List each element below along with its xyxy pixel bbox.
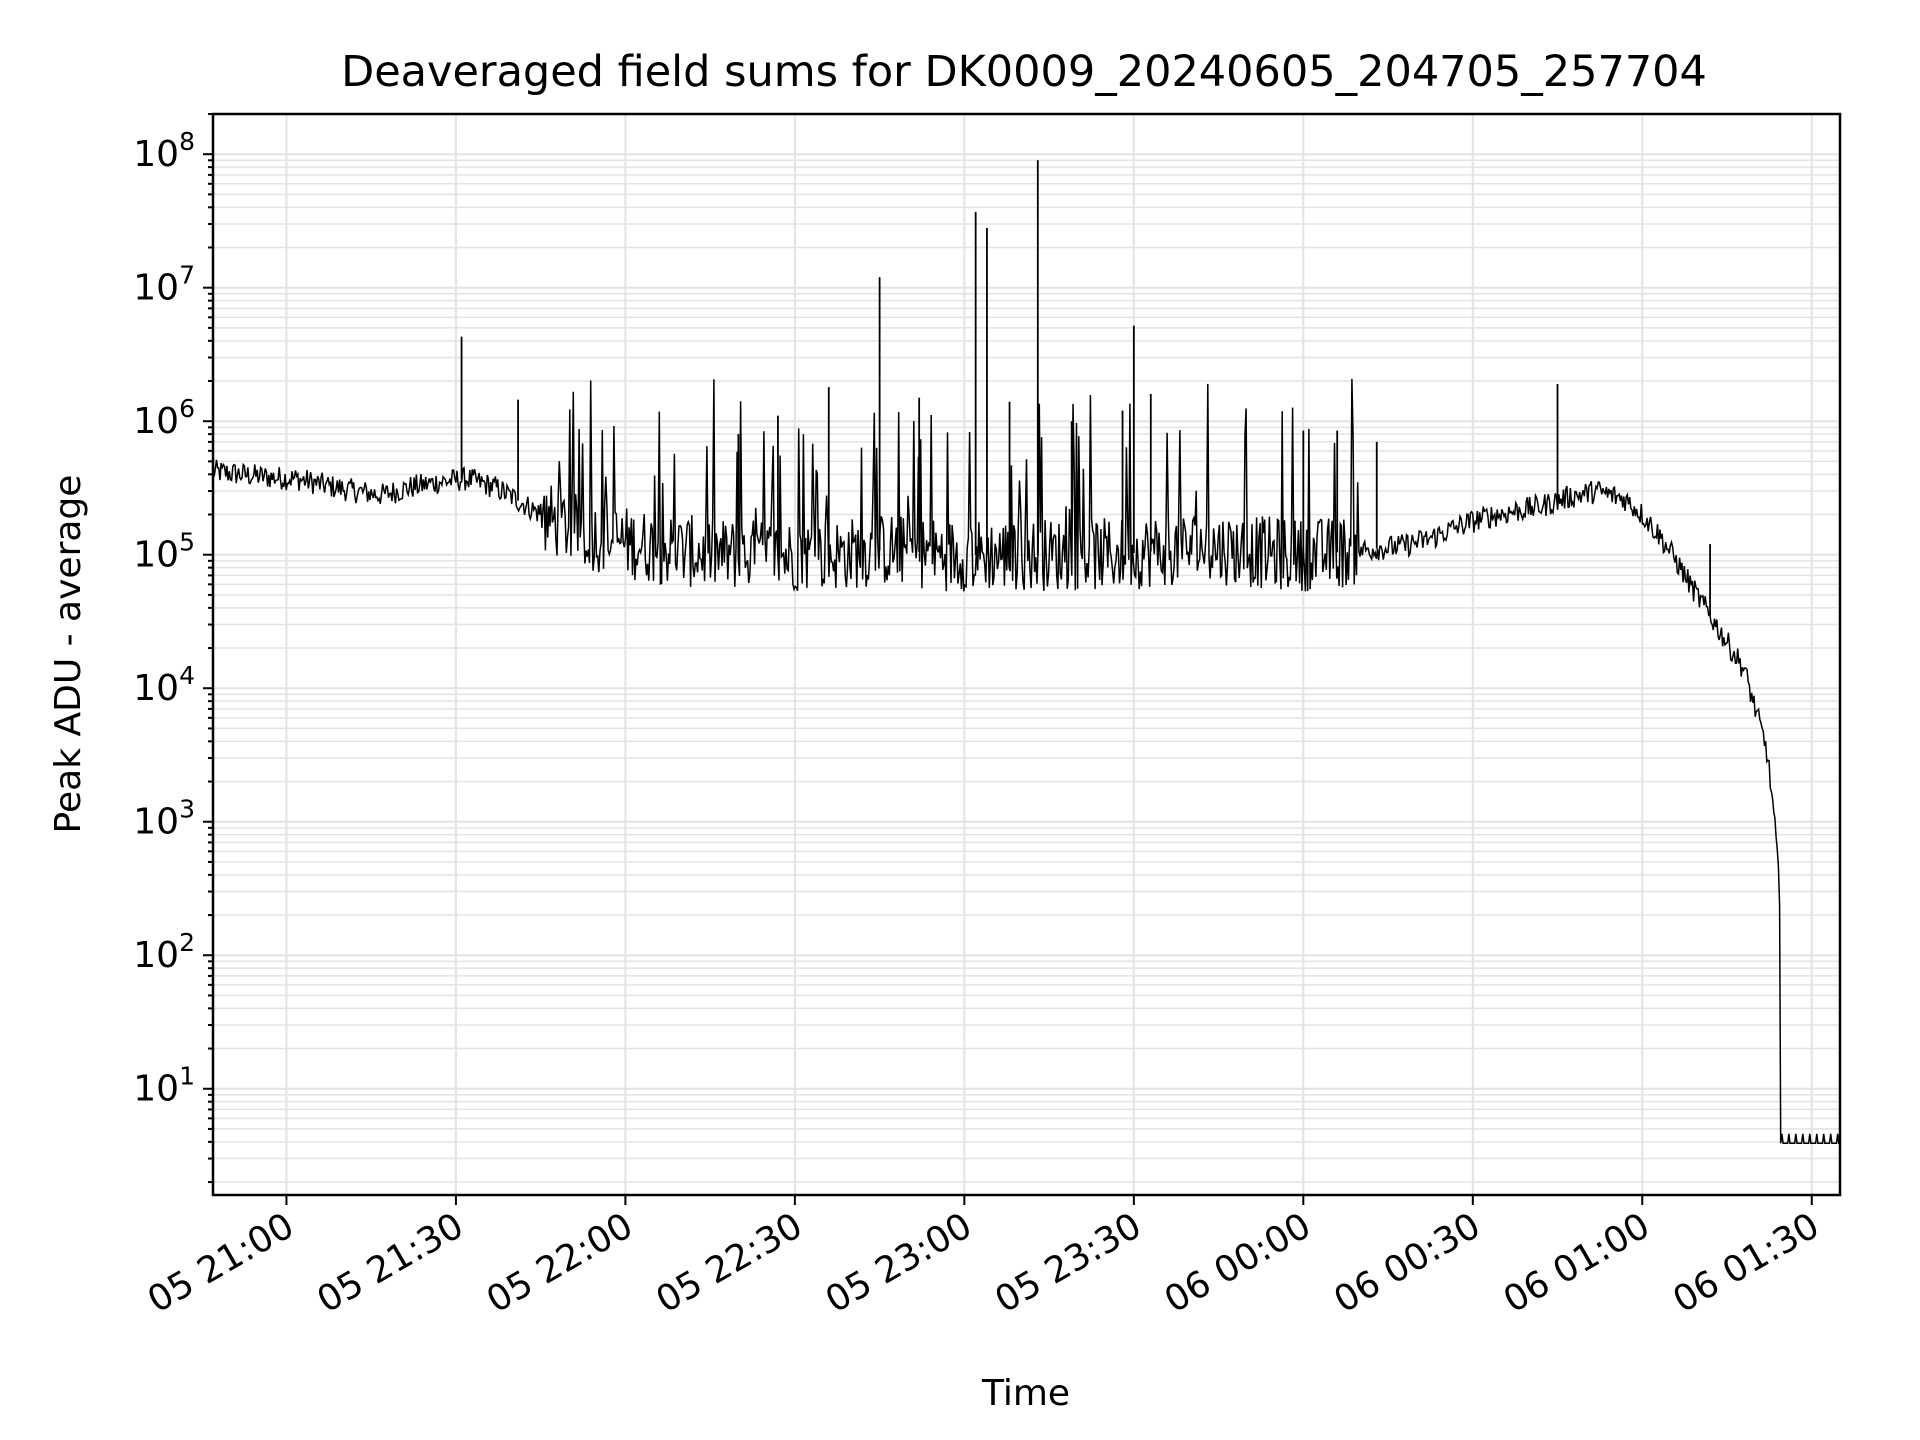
y-tick-exponent: 8 (179, 127, 195, 156)
y-tick-exponent: 7 (179, 261, 195, 290)
y-tick-exponent: 3 (179, 795, 195, 824)
y-tick-label: 107 (133, 261, 195, 309)
y-axis-label: Peak ADU - average (48, 475, 89, 834)
plot-frame (211, 112, 1842, 1197)
y-tick-exponent: 2 (179, 928, 195, 957)
grid (213, 113, 1840, 1195)
y-tick-base: 10 (133, 935, 179, 976)
y-tick-label: 102 (133, 928, 195, 976)
y-tick-label: 108 (133, 127, 195, 175)
series-line-path (212, 378, 1840, 1145)
y-tick-exponent: 4 (179, 661, 195, 690)
y-tick-base: 10 (133, 668, 179, 709)
y-tick-label: 101 (133, 1062, 195, 1110)
y-tick-base: 10 (133, 401, 179, 442)
y-tick-base: 10 (133, 268, 179, 309)
y-tick-base: 10 (133, 535, 179, 576)
y-tick-label: 105 (133, 528, 195, 576)
y-tick-label: 104 (133, 661, 195, 709)
x-axis-label: Time (981, 1373, 1070, 1414)
y-tick-label: 103 (133, 795, 195, 843)
y-tick-exponent: 5 (179, 528, 195, 557)
y-tick-exponent: 6 (179, 394, 195, 423)
series-line (212, 160, 1840, 1145)
chart-title: Deaveraged field sums for DK0009_2024060… (341, 47, 1707, 97)
y-tick-base: 10 (133, 134, 179, 175)
y-tick-exponent: 1 (179, 1062, 195, 1091)
y-tick-base: 10 (133, 802, 179, 843)
y-tick-label: 106 (133, 394, 195, 442)
y-tick-base: 10 (133, 1069, 179, 1110)
